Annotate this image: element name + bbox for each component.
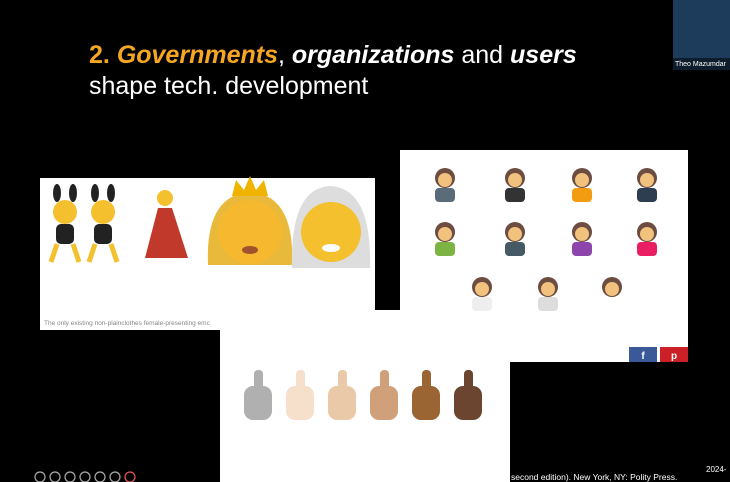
face <box>475 282 489 296</box>
video-label-bg <box>673 58 730 70</box>
face <box>301 202 361 262</box>
bunny-ear <box>69 184 77 202</box>
facebook-button[interactable] <box>629 347 657 362</box>
body <box>538 297 558 311</box>
bunny-ear <box>107 184 115 202</box>
face <box>218 200 282 264</box>
fist <box>412 386 440 420</box>
face <box>53 200 77 224</box>
citation: second edition). New York, NY: Polity Pr… <box>511 472 677 482</box>
face <box>91 200 115 224</box>
body <box>94 224 112 244</box>
face <box>438 227 452 241</box>
face <box>541 282 555 296</box>
fist <box>370 386 398 420</box>
slide-title: 2. Governments, organizations and users … <box>89 40 577 102</box>
crown <box>232 176 268 196</box>
toolbar-icon <box>49 471 61 482</box>
image-caption: The only existing non-plainclothes femal… <box>44 320 211 327</box>
toolbar-icon <box>64 471 76 482</box>
fist <box>454 386 482 420</box>
body <box>572 188 592 202</box>
facebook-icon: f <box>641 351 645 362</box>
body <box>572 242 592 256</box>
toolbar-icon <box>124 471 136 482</box>
pinterest-button[interactable] <box>660 347 688 362</box>
mouth <box>322 244 340 252</box>
body <box>435 188 455 202</box>
face <box>575 173 589 187</box>
mouth <box>242 246 258 254</box>
toolbar-icon <box>79 471 91 482</box>
body <box>505 242 525 256</box>
body <box>637 242 657 256</box>
face <box>508 173 522 187</box>
title-line-1: 2. Governments, organizations and users <box>89 40 577 71</box>
legs <box>48 243 82 263</box>
face <box>157 190 173 206</box>
title-word: and <box>461 41 504 69</box>
bunny-ear <box>91 184 99 202</box>
toolbar-icon <box>94 471 106 482</box>
face <box>575 227 589 241</box>
body <box>435 242 455 256</box>
title-word: Governments <box>116 41 278 69</box>
title-number: 2. <box>89 41 110 69</box>
fist <box>286 386 314 420</box>
fist <box>328 386 356 420</box>
title-word: users <box>510 41 577 69</box>
body <box>472 297 492 311</box>
face <box>640 227 654 241</box>
face <box>508 227 522 241</box>
date: 2024- <box>706 465 727 474</box>
dress <box>145 208 188 258</box>
legs <box>86 243 120 263</box>
emoji-art <box>34 168 657 482</box>
title-line-2: shape tech. development <box>89 72 369 100</box>
body <box>602 297 622 311</box>
body <box>637 188 657 202</box>
toolbar-icon <box>34 471 46 482</box>
video-name: Theo Mazumdar <box>675 61 727 68</box>
body <box>505 188 525 202</box>
fist <box>244 386 272 420</box>
toolbar-icon <box>109 471 121 482</box>
face <box>640 173 654 187</box>
face <box>605 282 619 296</box>
bunny-ear <box>53 184 61 202</box>
body <box>56 224 74 244</box>
title-word: , <box>277 41 285 69</box>
pinterest-icon: p <box>671 351 677 362</box>
title-word: organizations <box>291 41 455 69</box>
face <box>438 173 452 187</box>
